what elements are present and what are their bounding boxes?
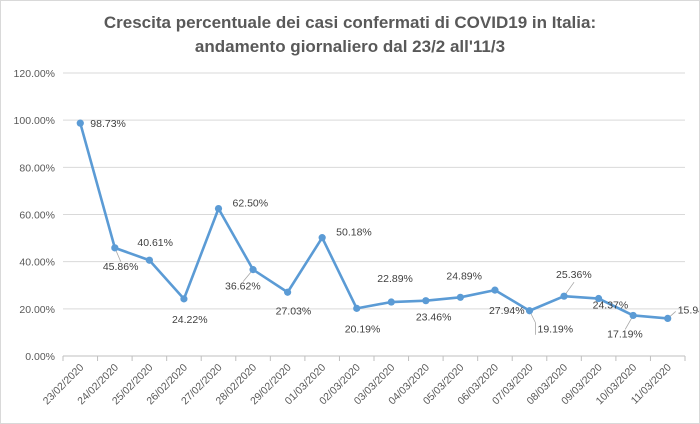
y-tick-label: 100.00% — [14, 115, 55, 127]
data-label: 25.36% — [556, 269, 592, 281]
chart-title-line-2: andamento giornaliero dal 23/2 all'11/3 — [195, 37, 505, 56]
data-point — [595, 294, 603, 303]
data-label: 20.19% — [345, 323, 381, 335]
data-label: 36.62% — [225, 281, 261, 293]
data-point — [180, 295, 188, 303]
y-tick-label: 40.00% — [19, 257, 55, 269]
data-label: 24.22% — [172, 314, 208, 326]
data-point — [664, 314, 672, 323]
data-label: 19.19% — [538, 324, 574, 336]
data-label: 98.73% — [90, 118, 126, 130]
y-tick-label: 0.00% — [25, 351, 55, 363]
data-label: 24.37% — [593, 300, 629, 312]
data-point — [525, 307, 534, 315]
data-point — [76, 119, 84, 127]
chart-title-line-1: Crescita percentuale dei casi confermati… — [104, 13, 596, 32]
data-label: 62.50% — [233, 198, 269, 210]
data-point — [353, 304, 361, 312]
data-point — [456, 293, 464, 301]
data-point — [629, 311, 637, 320]
data-point — [560, 292, 568, 300]
data-label: 17.19% — [607, 328, 643, 340]
data-label: 40.61% — [137, 237, 173, 249]
y-axis: 0.00% 20.00% 40.00% 60.00% 80.00% 100.00% 120.… — [14, 68, 55, 363]
data-point — [318, 234, 326, 242]
x-axis: 23/02/202024/02/202025/02/202026/02/2020… — [41, 355, 686, 407]
data-label: 27.03% — [276, 305, 312, 317]
data-label: 45.86% — [103, 261, 139, 273]
data-point — [214, 205, 223, 213]
y-tick-label: 80.00% — [19, 162, 55, 174]
data-point — [249, 266, 257, 274]
data-point — [284, 288, 292, 296]
y-tick-label: 60.00% — [19, 210, 55, 222]
series-line — [79, 122, 668, 320]
data-labels: 98.73% 45.86% 40.61% 24.22% 62.50% 36.62% 27.0… — [90, 118, 699, 340]
data-label: 15.94% — [678, 304, 699, 316]
data-point — [422, 297, 430, 305]
data-point — [111, 244, 119, 252]
gridlines — [63, 72, 685, 310]
y-tick-label: 20.00% — [19, 304, 55, 316]
data-label: 50.18% — [336, 227, 372, 239]
data-point — [491, 286, 499, 294]
data-label: 24.89% — [446, 270, 482, 282]
y-tick-label: 120.00% — [14, 68, 55, 80]
data-label: 27.94% — [489, 305, 525, 317]
data-point — [387, 298, 395, 306]
series — [76, 119, 672, 323]
data-label: 23.46% — [416, 312, 452, 324]
data-label: 22.89% — [377, 273, 413, 285]
data-point — [145, 256, 153, 264]
